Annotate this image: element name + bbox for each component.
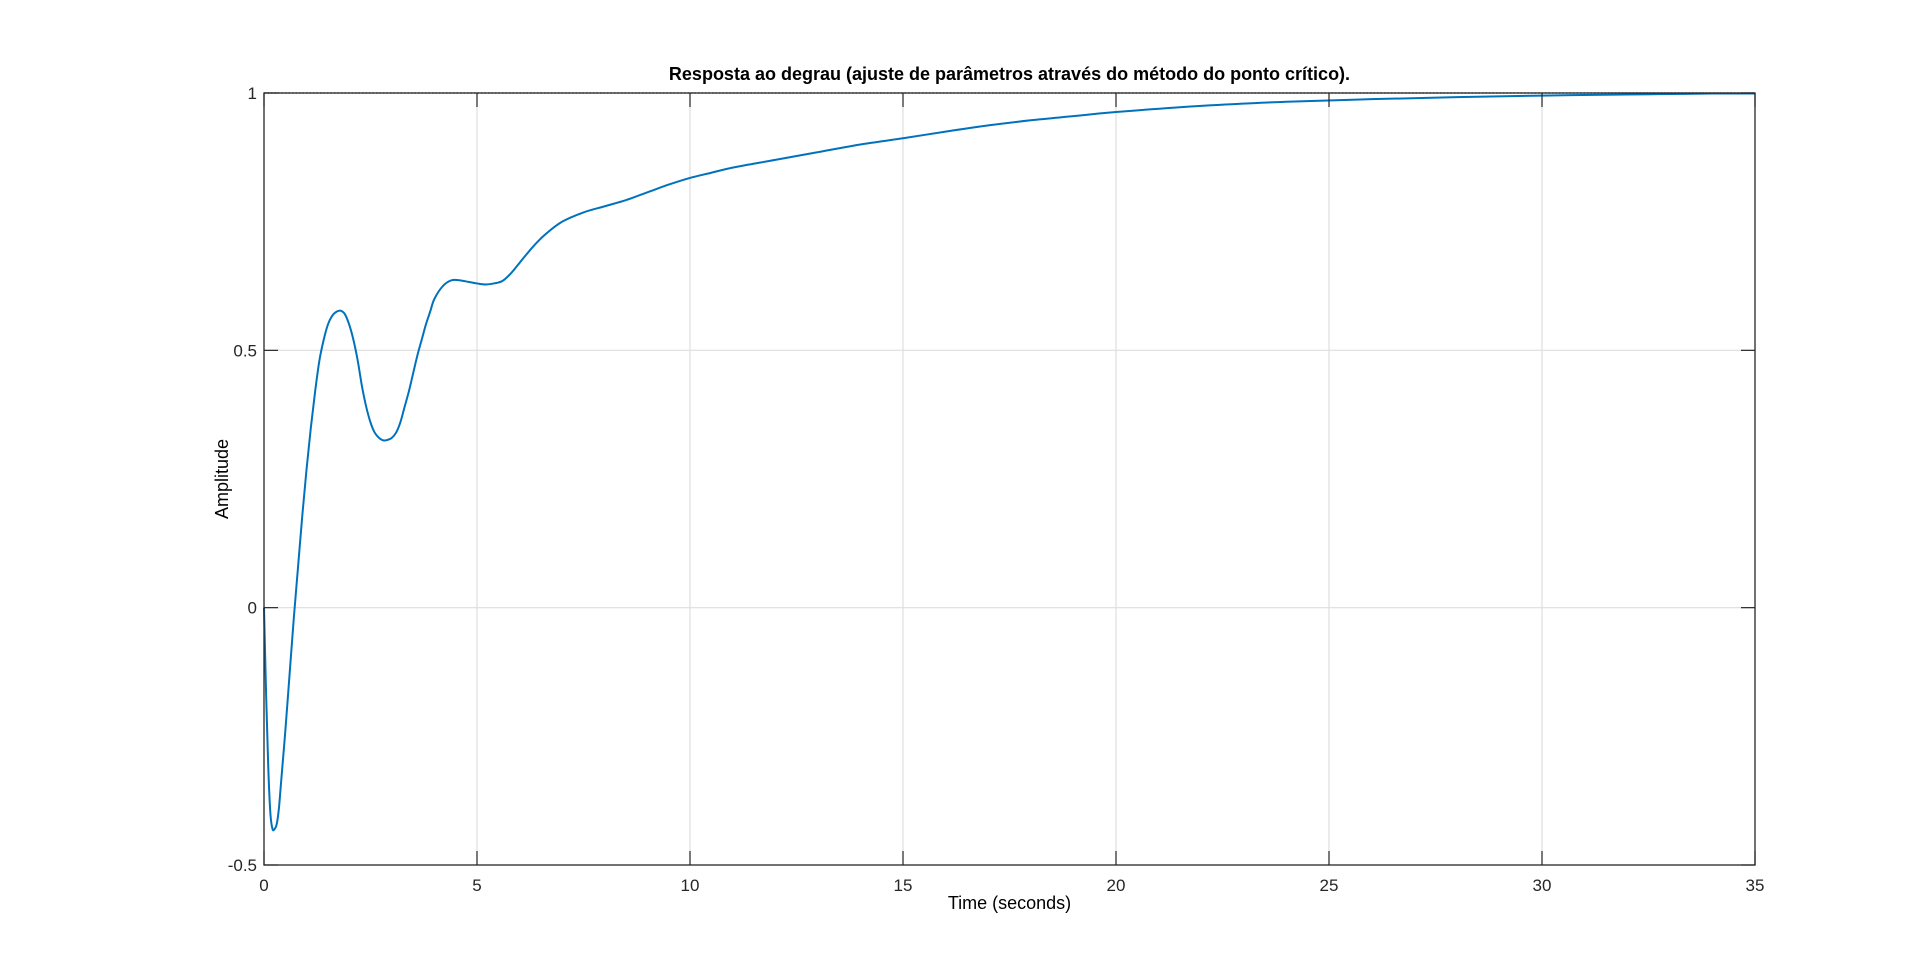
x-tick-label: 5: [472, 876, 481, 895]
series-group: [263, 92, 1756, 832]
y-tick-label: 0.5: [233, 341, 257, 360]
x-tick-label: 25: [1320, 876, 1339, 895]
x-tick-label: 0: [259, 876, 268, 895]
y-tick-label: 0: [248, 599, 257, 618]
x-tick-label: 10: [681, 876, 700, 895]
x-tick-label: 30: [1533, 876, 1552, 895]
y-axis-label: Amplitude: [212, 439, 232, 519]
y-tick-label: 1: [248, 84, 257, 103]
x-axis-ticks: 0 5 10 15 20 25 30 35: [259, 93, 1764, 895]
y-grid-lines: [264, 349, 1755, 609]
x-tick-label: 35: [1746, 876, 1765, 895]
x-tick-label: 15: [894, 876, 913, 895]
x-tick-label: 20: [1107, 876, 1126, 895]
plot-area-border: [263, 92, 1756, 866]
plot-area-background: [264, 93, 1755, 865]
chart-title: Resposta ao degrau (ajuste de parâmetros…: [669, 64, 1350, 84]
y-axis-ticks: -0.5 0 0.5 1: [228, 84, 1755, 875]
series-line: [263, 92, 1756, 832]
y-tick-label: -0.5: [228, 856, 257, 875]
x-axis-label: Time (seconds): [948, 893, 1071, 913]
x-grid-lines: [476, 93, 1543, 865]
